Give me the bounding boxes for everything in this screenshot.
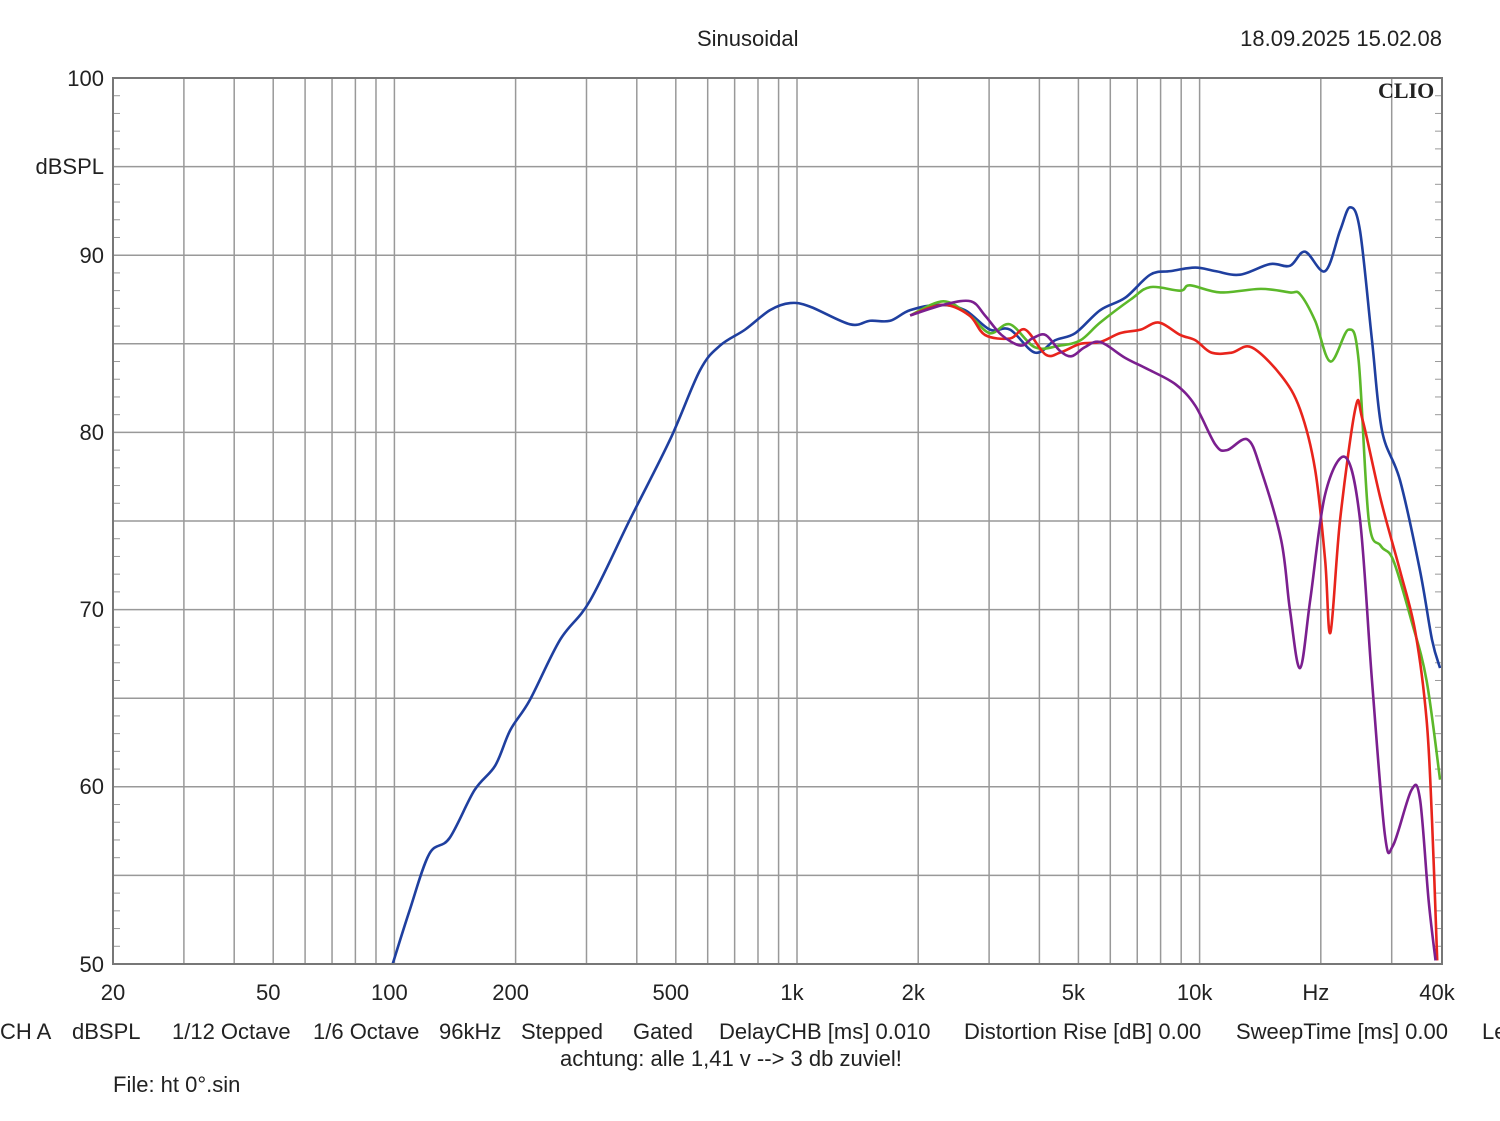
y-axis-label: dBSPL bbox=[35, 154, 105, 179]
x-tick-label: 10k bbox=[1176, 980, 1213, 1005]
series-lines bbox=[391, 206, 1442, 965]
footer-mode: Stepped bbox=[521, 1019, 603, 1044]
footer-note: achtung: alle 1,41 v --> 3 db zuviel! bbox=[560, 1046, 902, 1071]
clio-logo: CLIO bbox=[1378, 78, 1435, 103]
y-tick-label: 90 bbox=[79, 243, 104, 268]
footer-resolution: 1/12 Octave bbox=[172, 1019, 291, 1044]
x-tick-label: Hz bbox=[1302, 980, 1330, 1005]
footer-samplerate: 96kHz bbox=[439, 1019, 502, 1044]
footer-distortion: Distortion Rise [dB] 0.00 bbox=[964, 1019, 1202, 1044]
x-tick-label: 100 bbox=[371, 980, 408, 1005]
footer-gated: Gated bbox=[633, 1019, 693, 1044]
chart-title: Sinusoidal bbox=[697, 26, 799, 51]
series-line-1 bbox=[391, 206, 1442, 965]
y-tick-label: 100 bbox=[67, 66, 104, 91]
plot-frame bbox=[112, 77, 1443, 965]
y-tick-label: 80 bbox=[79, 420, 104, 445]
timestamp: 18.09.2025 15.02.08 bbox=[1240, 26, 1442, 51]
x-tick-label: 200 bbox=[492, 980, 529, 1005]
x-tick-label: 50 bbox=[255, 980, 281, 1005]
y-tick-label: 50 bbox=[79, 952, 104, 977]
footer-unit: dBSPL bbox=[72, 1019, 141, 1044]
footer-truncated: Le bbox=[1482, 1019, 1500, 1044]
footer-sweeptime: SweepTime [ms] 0.00 bbox=[1236, 1019, 1448, 1044]
footer-smoothing: 1/6 Octave bbox=[313, 1019, 420, 1044]
series-line-3 bbox=[909, 303, 1439, 961]
y-tick-label: 60 bbox=[79, 774, 104, 799]
x-tick-label: 2k bbox=[901, 980, 925, 1005]
x-tick-label: 5k bbox=[1061, 980, 1086, 1005]
x-tick-label: 40k bbox=[1419, 980, 1455, 1005]
series-line-4 bbox=[909, 299, 1437, 961]
x-tick-label: 20 bbox=[100, 980, 126, 1005]
footer-delay: DelayCHB [ms] 0.010 bbox=[719, 1019, 931, 1044]
x-tick-label: 500 bbox=[652, 980, 690, 1005]
series-line-2 bbox=[909, 284, 1442, 780]
grid bbox=[112, 77, 1443, 965]
y-tick-label: 70 bbox=[79, 597, 104, 622]
footer-channel: CH A bbox=[0, 1019, 52, 1044]
x-tick-label: 1k bbox=[780, 980, 804, 1005]
file-name: File: ht 0°.sin bbox=[113, 1072, 241, 1097]
